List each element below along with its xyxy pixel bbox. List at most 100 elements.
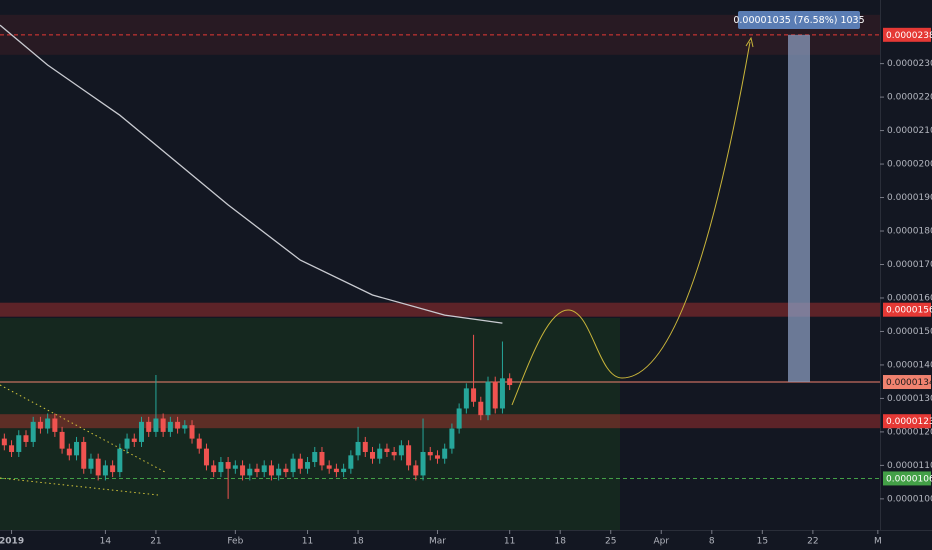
candle-body	[30, 421, 36, 442]
levels	[0, 14, 880, 479]
candle-body	[370, 451, 376, 459]
candle-body	[74, 441, 80, 456]
measure-bar	[788, 34, 810, 383]
level-label: 0.00001232	[886, 417, 932, 427]
level-label: 0.00001061	[886, 474, 932, 484]
y-tick-label: 0.00001600	[887, 293, 932, 303]
candle-body	[355, 441, 361, 456]
y-tick-label: 0.00001400	[887, 360, 932, 370]
candle-body	[9, 445, 15, 452]
resistance-zone	[0, 302, 880, 317]
candle-body	[312, 451, 318, 463]
candle-body	[232, 465, 238, 469]
candle-body	[203, 448, 209, 466]
candle-body	[124, 438, 130, 449]
candle-body	[45, 418, 51, 429]
candle-body	[138, 421, 144, 442]
candle-body	[117, 448, 123, 473]
y-tick-label: 0.00002100	[887, 126, 932, 136]
candle-body	[110, 465, 116, 473]
x-tick-label: 25	[605, 537, 616, 547]
candle-body	[305, 462, 311, 469]
y-tick-label: 0.00001100	[887, 461, 932, 471]
candle-body	[427, 451, 433, 456]
candle-body	[413, 465, 419, 476]
candle-body	[153, 418, 159, 432]
candle-body	[297, 458, 303, 469]
candle-body	[247, 468, 253, 476]
candle-body	[240, 465, 246, 476]
y-tick-label: 0.00001300	[887, 394, 932, 404]
level-label: 0.00002386	[886, 31, 932, 41]
level-label-box	[883, 302, 931, 317]
resistance-zone	[0, 414, 880, 429]
candle-body	[218, 462, 224, 473]
y-tick-label: 0.00002200	[887, 93, 932, 103]
level-label-box	[883, 375, 931, 390]
plot-layer: 0.00001000 0.00001100 0.00001200 0.00001300…	[0, 14, 932, 547]
candle-body	[420, 451, 426, 476]
level-label: 0.00001565	[886, 306, 932, 316]
candle-body	[268, 465, 274, 476]
x-tick-label: 8	[709, 537, 715, 547]
candle-body	[254, 468, 260, 473]
candle-body	[442, 448, 448, 459]
level-label-box	[883, 471, 931, 486]
candle-body	[52, 418, 58, 432]
candle-body	[333, 468, 339, 473]
candle-body	[485, 381, 491, 416]
candle-body	[160, 418, 166, 432]
measure-label-box	[738, 11, 860, 29]
candle-body	[175, 421, 181, 429]
candle-body	[406, 445, 412, 466]
candle-body	[283, 468, 289, 473]
x-tick-label: 18	[554, 537, 566, 547]
candle-body	[196, 438, 202, 449]
candle-body	[189, 425, 195, 439]
x-tick-label: 14	[100, 537, 112, 547]
candle-body	[471, 388, 477, 402]
y-tick-label: 0.00001800	[887, 227, 932, 237]
y-tick-label: 0.00002000	[887, 160, 932, 170]
candle-body	[146, 421, 152, 432]
x-tick-label: 21	[150, 537, 161, 547]
candle-body	[492, 381, 498, 409]
candle-body	[1, 438, 7, 446]
measure-label: 0.00001035 (76.58%) 1035	[733, 15, 864, 26]
x-tick-label: 22	[807, 537, 818, 547]
x-tick-label: Mar	[429, 537, 446, 547]
candle-body	[16, 435, 22, 452]
candle-body	[23, 435, 29, 442]
x-tick-label: 11	[504, 537, 515, 547]
candle-body	[95, 458, 101, 476]
candle-body	[102, 465, 108, 476]
candle-body	[276, 468, 282, 476]
target-zone	[0, 318, 620, 530]
x-tick-label: 18	[352, 537, 364, 547]
candle-body	[362, 441, 368, 452]
candle-body	[391, 451, 397, 456]
candle-body	[182, 425, 188, 429]
candle-body	[377, 448, 383, 459]
candle-body	[348, 455, 354, 469]
candle-body	[211, 465, 217, 473]
x-tick-label: 11	[302, 537, 313, 547]
x-tick-label: Apr	[653, 537, 669, 547]
x-tick-label: 15	[757, 537, 768, 547]
y-tick-label: 0.00001700	[887, 260, 932, 270]
y-tick-label: 0.00001900	[887, 193, 932, 203]
moving-average	[0, 24, 503, 324]
candle-body	[341, 468, 347, 473]
candle-body	[398, 445, 404, 456]
y-tick-label: 0.00001500	[887, 327, 932, 337]
candle-body	[131, 438, 137, 442]
candle-body	[478, 401, 484, 416]
projection-path	[511, 41, 751, 406]
candle-body	[88, 458, 94, 469]
candle-body	[66, 448, 72, 456]
x-tick-label: M	[874, 537, 882, 547]
candle-body	[326, 465, 332, 469]
candle-body	[225, 462, 231, 469]
candle-body	[319, 451, 325, 466]
